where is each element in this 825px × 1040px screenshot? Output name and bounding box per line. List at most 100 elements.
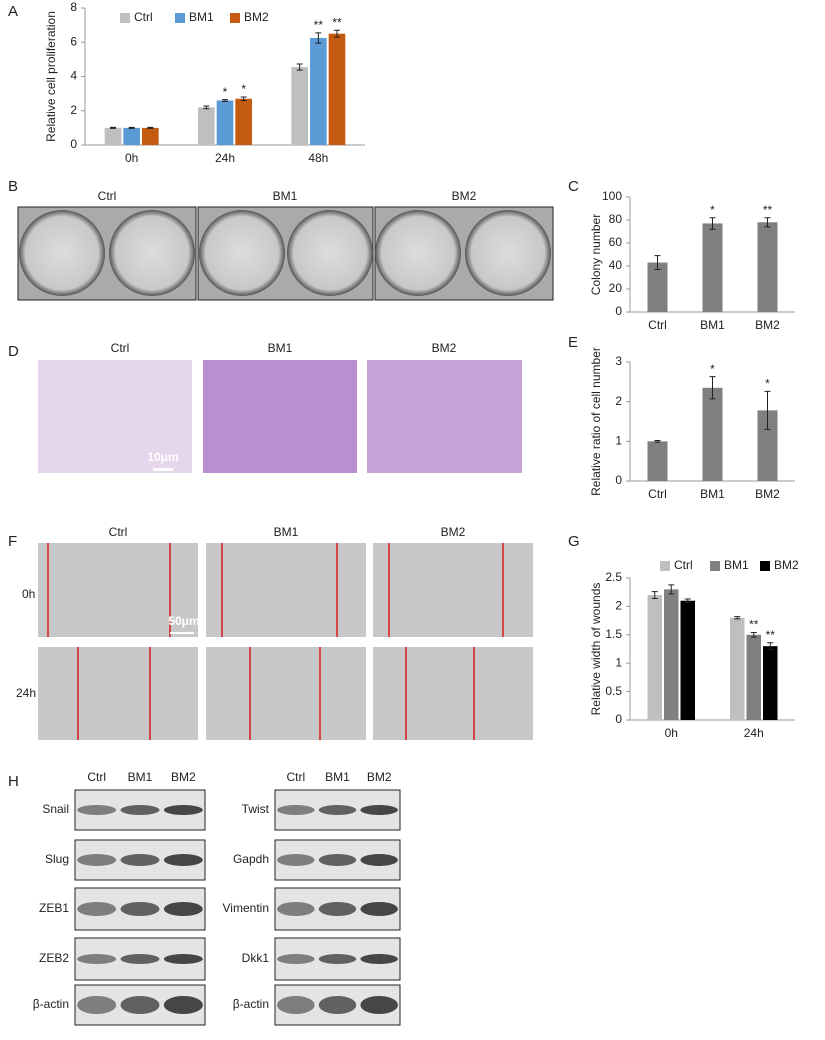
error-bar [654,255,661,270]
bar [104,127,122,145]
protein-label: Dkk1 [242,951,270,965]
error-bar [128,126,135,129]
lane-label: Ctrl [87,770,106,784]
error-bar [651,591,658,599]
protein-label: Vimentin [223,901,269,915]
legend-swatch [760,561,770,571]
panel-letter: H [8,773,19,790]
protein-label: Twist [242,802,270,816]
band [120,996,160,1014]
panel-letter: A [8,3,18,20]
error-bar [203,105,210,110]
y-tick-label: 60 [609,235,623,249]
bar [142,127,159,145]
x-tick-label: BM1 [700,318,725,332]
bar [216,100,234,145]
band [163,854,203,866]
image-label: BM1 [268,341,293,355]
band [360,902,398,916]
protein-label: β-actin [33,997,69,1011]
error-bar [315,32,322,44]
bar [746,634,761,720]
y-tick-label: 1 [615,434,622,448]
y-tick-label: 0 [615,304,622,318]
legend-swatch [120,13,130,23]
image-label: BM2 [441,525,466,539]
significance-label: * [710,362,715,376]
significance-label: * [765,377,770,391]
y-tick-label: 0 [615,473,622,487]
error-bar [734,616,741,620]
y-tick-label: 100 [602,189,622,203]
band [163,996,203,1014]
y-axis-label: Relative cell proliferation [44,11,58,142]
x-tick-label: 24h [215,151,235,165]
error-bar [684,598,691,603]
lane-label: BM2 [171,770,196,784]
band [77,954,117,964]
error-bar [668,584,675,595]
band [277,805,315,815]
y-tick-label: 1.5 [605,627,622,641]
x-tick-label: 24h [744,726,764,740]
bar [291,67,308,145]
x-tick-label: BM1 [700,487,725,501]
bar [763,646,778,720]
protein-label: Gapdh [233,852,269,866]
error-bar [334,29,340,38]
image-label: BM1 [274,525,299,539]
image-label: Ctrl [111,341,130,355]
western-blots [74,789,401,1026]
error-bar [296,63,303,71]
y-tick-label: 2.5 [605,570,622,584]
y-tick-label: 2 [615,599,622,613]
legend-label: BM2 [774,558,799,572]
error-bar [222,99,228,102]
band [318,996,357,1014]
y-tick-label: 80 [609,212,623,226]
band [120,854,160,866]
y-tick-label: 2 [70,103,77,117]
bar [757,410,778,481]
bar [198,107,215,145]
band [277,902,315,916]
x-tick-label: BM2 [755,318,780,332]
error-bar [767,642,774,651]
panel-letter: G [568,533,580,550]
bar [310,37,327,145]
bar [235,98,252,145]
x-tick-label: 0h [665,726,678,740]
legend-swatch [710,561,720,571]
band [318,854,357,866]
error-bar [750,632,757,638]
band [77,996,117,1014]
y-tick-label: 0.5 [605,684,622,698]
x-tick-label: Ctrl [648,487,667,501]
legend-swatch [660,561,670,571]
bar [730,617,745,720]
panel-letter: B [8,178,18,195]
error-bar [764,217,771,228]
scale-bar-label: 10μm [147,450,178,464]
y-tick-label: 40 [609,258,623,272]
y-tick-label: 1 [615,655,622,669]
lane-label: BM1 [128,770,153,784]
significance-label: * [223,85,228,99]
protein-label: Slug [45,852,69,866]
bar [680,600,695,720]
legend-label: Ctrl [134,10,153,24]
y-axis-label: Relative width of wounds [589,583,603,716]
protein-label: ZEB1 [39,901,69,915]
protein-label: ZEB2 [39,951,69,965]
lane-label: BM1 [325,770,350,784]
bar [328,33,346,145]
band [163,805,203,815]
band [318,805,357,815]
band [277,954,315,964]
scale-bar-label: 50μm [168,614,199,628]
protein-label: β-actin [233,997,269,1011]
protein-label: Snail [42,802,69,816]
colony-images [17,206,554,301]
y-tick-label: 0 [615,712,622,726]
x-tick-label: 48h [308,151,328,165]
